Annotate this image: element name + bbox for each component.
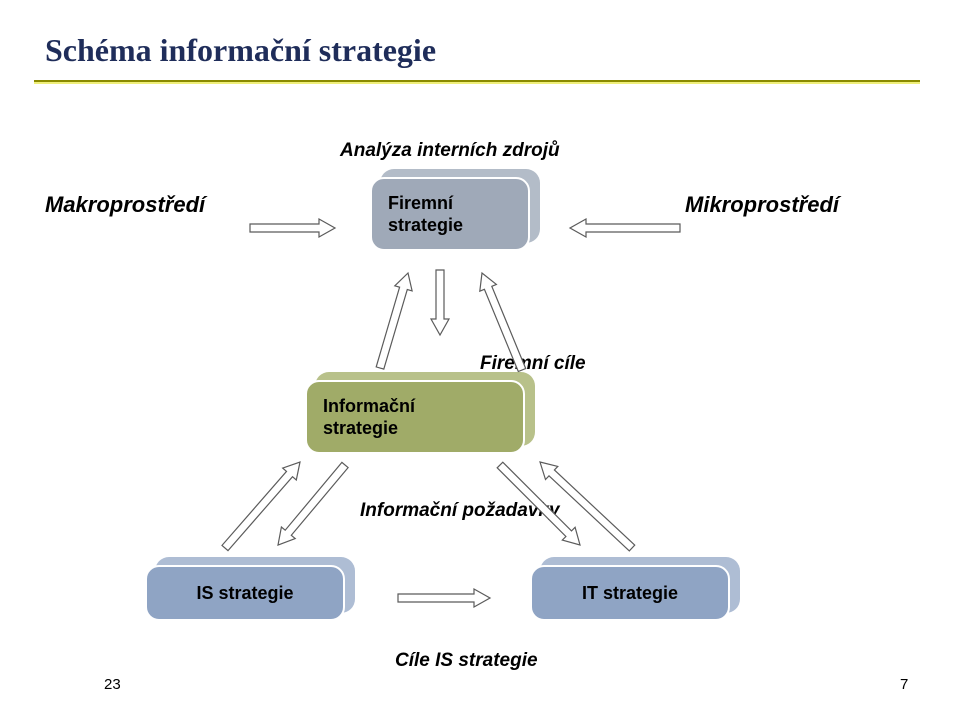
slide-canvas: Schéma informační strategie Analýza inte… — [0, 0, 960, 708]
arrow-is-to-informacni — [222, 462, 300, 551]
title-divider — [34, 80, 920, 84]
box-it-front: IT strategie — [530, 565, 730, 621]
arrow-macro-to-firemni — [250, 219, 335, 237]
box-is-strategie: IS strategie — [145, 565, 345, 621]
box-informacni-front: Informační strategie — [305, 380, 525, 454]
box-firemni-text: Firemní strategie — [388, 192, 463, 237]
footer-left: 23 — [104, 676, 121, 693]
label-micro: Mikroprostředí — [685, 192, 839, 218]
arrow-micro-to-firemni — [570, 219, 680, 237]
box-it-text: IT strategie — [582, 582, 678, 605]
box-informacni-text: Informační strategie — [323, 395, 415, 440]
arrow-informacni-to-firemni-left — [376, 273, 412, 369]
box-it-strategie: IT strategie — [530, 565, 730, 621]
arrow-firemni-to-informacni — [431, 270, 449, 335]
label-macro: Makroprostředí — [45, 192, 205, 218]
box-informacni-strategie: Informační strategie — [305, 380, 525, 454]
box-is-front: IS strategie — [145, 565, 345, 621]
box-is-text: IS strategie — [196, 582, 293, 605]
label-cile: Cíle IS strategie — [395, 650, 538, 672]
label-inforeq: Informační požadavky — [360, 500, 560, 522]
arrow-is-to-it — [398, 589, 490, 607]
label-analysis: Analýza interních zdrojů — [340, 140, 560, 162]
box-firemni-front: Firemní strategie — [370, 177, 530, 251]
arrow-informacni-to-is — [278, 462, 348, 545]
box-firemni-strategie: Firemní strategie — [370, 177, 530, 251]
slide-title: Schéma informační strategie — [45, 32, 436, 69]
footer-right: 7 — [900, 676, 908, 693]
